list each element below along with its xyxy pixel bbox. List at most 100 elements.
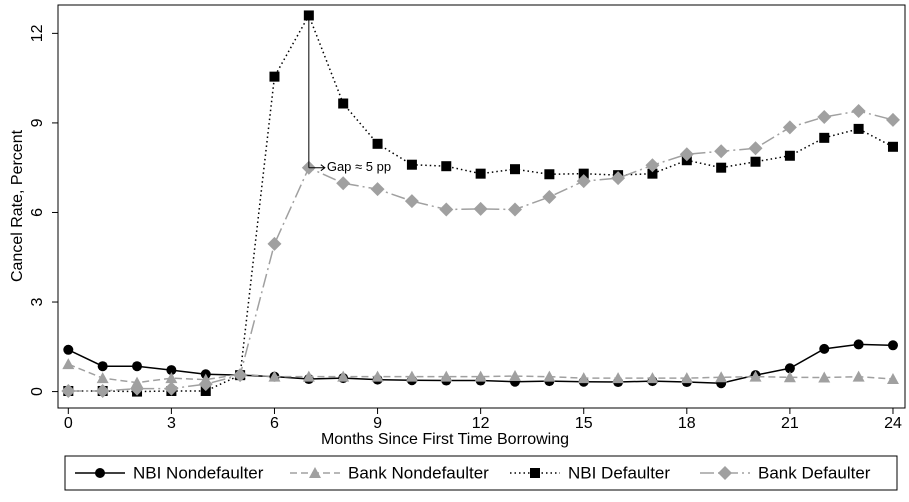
gap-arrow [308,164,326,172]
marker [165,372,178,384]
x-tick-label: 0 [64,415,73,432]
marker [749,370,762,382]
marker [404,194,419,209]
marker [852,370,865,382]
x-tick-label: 21 [781,415,799,432]
marker [578,168,589,179]
marker [530,468,540,478]
marker [336,176,351,191]
marker [474,370,487,382]
marker [819,343,830,354]
marker [851,103,866,118]
marker [97,361,108,372]
marker [475,168,486,179]
x-tick-label: 18 [678,415,696,432]
marker [543,370,556,382]
marker [62,358,75,370]
x-tick-label: 15 [575,415,593,432]
marker [198,377,213,392]
marker [441,161,452,172]
marker [819,132,830,143]
marker [646,372,659,384]
y-tick-label: 12 [29,24,46,42]
marker [510,164,521,175]
marker [784,150,795,161]
marker [716,162,727,173]
x-axis-label: Months Since First Time Borrowing [321,431,569,448]
marker [818,371,831,383]
legend-item: Bank Nondefaulter [290,463,489,482]
marker [63,344,74,355]
marker [130,381,145,396]
marker [783,371,796,383]
y-tick-label: 6 [29,208,46,217]
y-tick-label: 3 [29,297,46,306]
marker [95,468,105,478]
marker [509,370,522,382]
marker [95,383,110,398]
marker [679,147,694,162]
marker [750,156,761,167]
marker [647,168,658,179]
marker [372,138,383,149]
marker [748,141,763,156]
x-tick-label: 3 [167,415,176,432]
marker [338,98,349,109]
marker [96,372,109,384]
marker [233,368,248,383]
marker [576,174,591,189]
marker [853,123,864,134]
marker [885,112,900,127]
marker [439,202,454,217]
marker [309,467,321,478]
marker [371,370,384,382]
legend-label: Bank Nondefaulter [348,463,489,482]
marker [817,109,832,124]
x-tick-label: 24 [884,415,902,432]
legend-label: NBI Nondefaulter [133,463,264,482]
marker [166,365,177,376]
marker [337,370,350,382]
marker [887,141,898,152]
marker [132,361,143,372]
marker [542,189,557,204]
series-line [68,110,894,392]
marker [473,201,488,216]
marker [544,169,555,180]
marker [645,158,660,173]
marker [269,71,280,82]
x-tick-label: 9 [373,415,382,432]
x-tick-label: 12 [472,415,490,432]
marker [887,340,898,351]
marker [370,182,385,197]
marker [303,10,314,21]
marker [577,372,590,384]
marker [714,144,729,159]
marker [508,202,523,217]
marker [853,339,864,350]
y-axis-label: Cancel Rate, Percent [9,129,26,282]
plot-frame [57,4,906,409]
marker [267,236,282,251]
marker [164,381,179,396]
marker [406,159,417,170]
marker [61,383,76,398]
legend-label: NBI Defaulter [568,463,670,482]
marker [680,372,693,384]
marker [268,370,281,382]
x-tick-label: 6 [270,415,279,432]
marker [440,370,453,382]
legend-label: Bank Defaulter [758,463,871,482]
marker [612,372,625,384]
y-tick-label: 0 [29,387,46,396]
legend-box [64,455,898,491]
marker [718,466,732,480]
marker [886,373,899,385]
annotation: Gap ≈ 5 pp [327,159,391,174]
y-tick-label: 9 [29,118,46,127]
marker [302,370,315,382]
marker [715,371,728,383]
legend-item: Bank Defaulter [700,463,871,482]
marker [782,120,797,135]
